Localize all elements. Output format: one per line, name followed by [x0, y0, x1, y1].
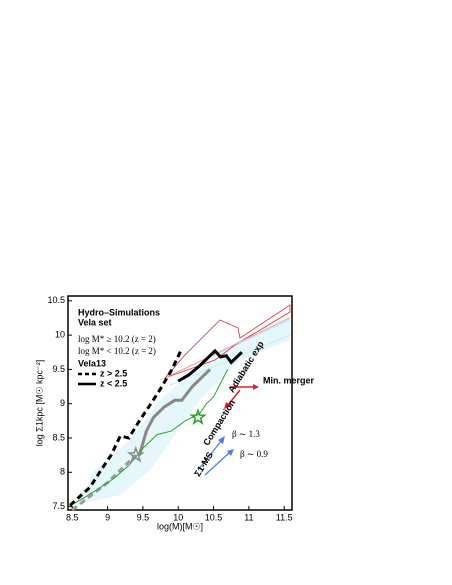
x-axis-label: log(M)[M☉]	[157, 521, 203, 531]
y-axis-label: log Σ1kpc [M☉ kpc⁻²]	[34, 360, 44, 446]
y-tick-label: 8.5	[52, 432, 65, 442]
legend-label: z > 2.5	[100, 368, 127, 378]
y-tick-label: 8	[60, 467, 65, 477]
arrow-head	[227, 449, 234, 456]
x-tick-label: 8.5	[66, 512, 79, 522]
contour-line	[164, 317, 291, 379]
x-tick-label: 11.5	[276, 512, 293, 522]
arrow	[197, 439, 223, 471]
star-marker	[127, 445, 145, 463]
annotation: Σ1-MS	[192, 450, 215, 478]
annotation: β ∼ 1.3	[232, 429, 260, 439]
arrow-head	[224, 402, 231, 409]
legend-label: z < 2.5	[100, 378, 127, 388]
legend-label: Vela13	[78, 358, 106, 368]
y-tick-label: 10.5	[47, 295, 65, 305]
series-line	[137, 368, 212, 456]
legend-label: log M* ≥ 10.2 (z = 2)	[78, 334, 156, 344]
annotation: Min. merger	[263, 375, 315, 385]
arrow	[227, 389, 241, 406]
legend-label: log M* < 10.2 (z = 2)	[78, 346, 156, 356]
x-tick-label: 9.5	[137, 512, 150, 522]
y-tick-label: 10	[55, 329, 65, 339]
x-tick-label: 11	[244, 512, 253, 522]
chart-subtitle: Vela set	[78, 317, 112, 327]
contour	[163, 304, 291, 379]
series-line	[68, 369, 229, 508]
arrow-head	[253, 384, 259, 390]
x-tick-label: 10	[173, 512, 183, 522]
plot-frame	[67, 295, 293, 511]
y-tick-label: 9	[60, 398, 65, 408]
chart-title: Hydro–Simulations	[78, 307, 160, 317]
series-line	[177, 348, 243, 383]
annotation: β ∼ 0.9	[240, 449, 268, 459]
x-tick-label: 9	[105, 512, 110, 522]
y-tick-label: 9.5	[52, 364, 65, 374]
series-line	[69, 348, 184, 507]
arrow	[204, 451, 231, 476]
ms-region	[75, 315, 290, 505]
star-marker	[189, 408, 207, 425]
y-tick-label: 7.5	[52, 501, 65, 511]
arrow-head	[218, 436, 225, 444]
x-tick-label: 10.5	[205, 512, 223, 522]
